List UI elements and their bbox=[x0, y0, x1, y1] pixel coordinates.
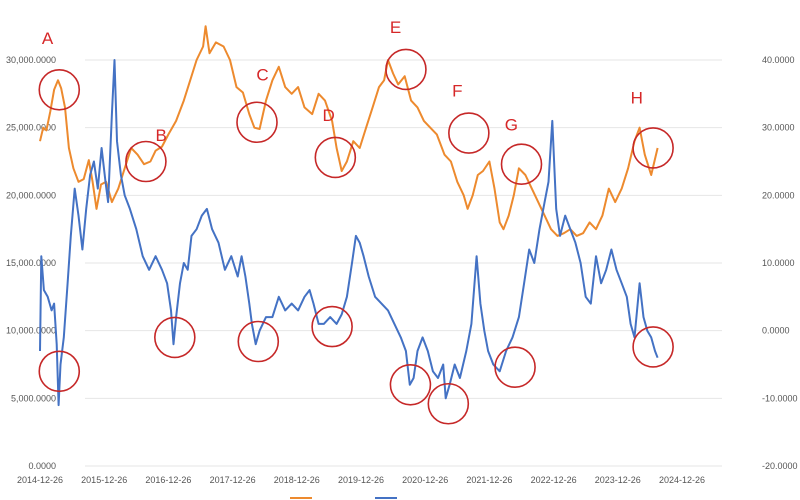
annotation-circle bbox=[448, 112, 490, 154]
left-y-tick-label: 20,000.0000 bbox=[6, 190, 56, 200]
right-y-tick-label: 0.0000 bbox=[762, 326, 790, 336]
x-tick-label: 2022-12-26 bbox=[531, 475, 577, 485]
right-y-tick-label: 20.0000 bbox=[762, 190, 795, 200]
annotation-letter: F bbox=[452, 82, 462, 101]
annotation-circle bbox=[314, 136, 357, 179]
gridlines bbox=[85, 59, 722, 467]
annotation-letter: H bbox=[631, 88, 643, 107]
right-y-tick-label: -20.0000 bbox=[762, 461, 798, 471]
annotation-circle bbox=[500, 143, 543, 186]
annotation-letter: G bbox=[505, 115, 518, 134]
x-tick-label: 2015-12-26 bbox=[81, 475, 127, 485]
right-y-axis: -20.0000 -10.0000 0.0000 10.0000 20.0000 30.0… bbox=[762, 55, 798, 471]
annotation-letter: D bbox=[322, 106, 334, 125]
x-tick-label: 2019-12-26 bbox=[338, 475, 384, 485]
right-y-tick-label: 40.0000 bbox=[762, 55, 795, 65]
x-tick-label: 2021-12-26 bbox=[466, 475, 512, 485]
x-tick-label: 2023-12-26 bbox=[595, 475, 641, 485]
annotation-circle bbox=[389, 363, 432, 406]
x-tick-label: 2020-12-26 bbox=[402, 475, 448, 485]
left-y-tick-label: 25,000.0000 bbox=[6, 123, 56, 133]
x-tick-label: 2017-12-26 bbox=[210, 475, 256, 485]
left-y-axis: 0.0000 5,000.0000 10,000.0000 15,000.0000 20… bbox=[6, 55, 56, 471]
annotations: A B C D E F G H bbox=[38, 18, 674, 425]
left-y-tick-label: 15,000.0000 bbox=[6, 258, 56, 268]
left-y-tick-label: 30,000.0000 bbox=[6, 55, 56, 65]
right-y-tick-label: 10.0000 bbox=[762, 258, 795, 268]
annotation-circle bbox=[125, 140, 167, 183]
annotation-letter: C bbox=[256, 65, 268, 84]
orange-series-line bbox=[39, 25, 659, 237]
annotation-letter: E bbox=[390, 18, 401, 37]
x-tick-label: 2014-12-26 bbox=[17, 475, 63, 485]
blue-series-line bbox=[39, 59, 659, 407]
annotation-circle bbox=[385, 48, 427, 91]
annotation-circle bbox=[38, 68, 81, 111]
annotation-circle bbox=[311, 305, 353, 348]
annotation-circle bbox=[427, 382, 470, 425]
annotation-letter: B bbox=[156, 126, 167, 145]
x-tick-label: 2024-12-26 bbox=[659, 475, 705, 485]
annotation-circle bbox=[237, 320, 280, 363]
x-axis: 2014-12-26 2015-12-26 2016-12-26 2017-12-26… bbox=[17, 475, 705, 485]
right-y-tick-label: 30.0000 bbox=[762, 123, 795, 133]
left-y-tick-label: 10,000.0000 bbox=[6, 326, 56, 336]
left-y-tick-label: 5,000.0000 bbox=[11, 393, 56, 403]
annotation-circle bbox=[38, 350, 81, 393]
annotation-circle bbox=[494, 346, 536, 389]
annotation-circle bbox=[236, 101, 278, 144]
annotation-circle bbox=[632, 326, 674, 368]
annotation-circle bbox=[154, 316, 196, 359]
series-lines bbox=[39, 25, 659, 407]
x-tick-label: 2016-12-26 bbox=[145, 475, 191, 485]
x-tick-label: 2018-12-26 bbox=[274, 475, 320, 485]
annotation-circle bbox=[632, 127, 674, 169]
left-y-tick-label: 0.0000 bbox=[28, 461, 56, 471]
right-y-tick-label: -10.0000 bbox=[762, 393, 798, 403]
annotation-letter: A bbox=[42, 29, 54, 48]
